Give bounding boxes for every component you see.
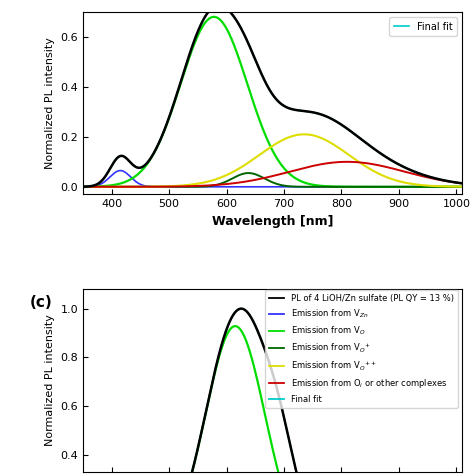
Text: (c): (c) bbox=[30, 295, 53, 310]
Legend: Final fit: Final fit bbox=[390, 17, 457, 36]
Legend: PL of 4 LiOH/Zn sulfate (PL QY = 13 %), Emission from V$_{Zn}$, Emission from V$: PL of 4 LiOH/Zn sulfate (PL QY = 13 %), … bbox=[265, 290, 458, 408]
X-axis label: Wavelength [nm]: Wavelength [nm] bbox=[212, 215, 333, 228]
Y-axis label: Normalized PL intensity: Normalized PL intensity bbox=[45, 314, 55, 447]
Y-axis label: Normalized PL intensity: Normalized PL intensity bbox=[45, 37, 55, 169]
